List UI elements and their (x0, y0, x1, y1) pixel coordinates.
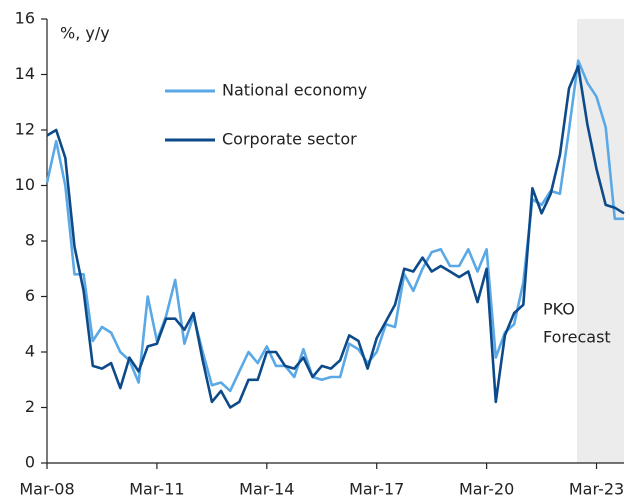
y-tick-label: 0 (25, 453, 35, 472)
y-tick-label: 6 (25, 286, 35, 305)
series-line (45, 59, 624, 393)
x-tick-label: Mar-20 (459, 480, 514, 499)
x-tick-label: Mar-08 (19, 480, 74, 499)
series-line (46, 64, 625, 409)
y-tick-label: 8 (25, 231, 35, 250)
annotation: PKO (543, 300, 575, 319)
y-tick-label: 4 (25, 342, 35, 361)
forecast-shading (577, 19, 624, 463)
y-axis-label: %, y/y (60, 24, 110, 43)
x-tick-label: Mar-17 (349, 480, 404, 499)
annotation: Forecast (543, 328, 611, 347)
legend-label: National economy (222, 81, 367, 100)
x-tick-label: Mar-23 (569, 480, 624, 499)
x-tick-label: Mar-14 (239, 480, 294, 499)
legend-label: Corporate sector (222, 130, 357, 149)
y-tick-label: 2 (25, 397, 35, 416)
y-tick-label: 14 (15, 64, 35, 83)
y-tick-label: 16 (15, 9, 35, 28)
y-tick-label: 10 (15, 175, 35, 194)
y-tick-label: 12 (15, 120, 35, 139)
x-tick-label: Mar-11 (129, 480, 184, 499)
